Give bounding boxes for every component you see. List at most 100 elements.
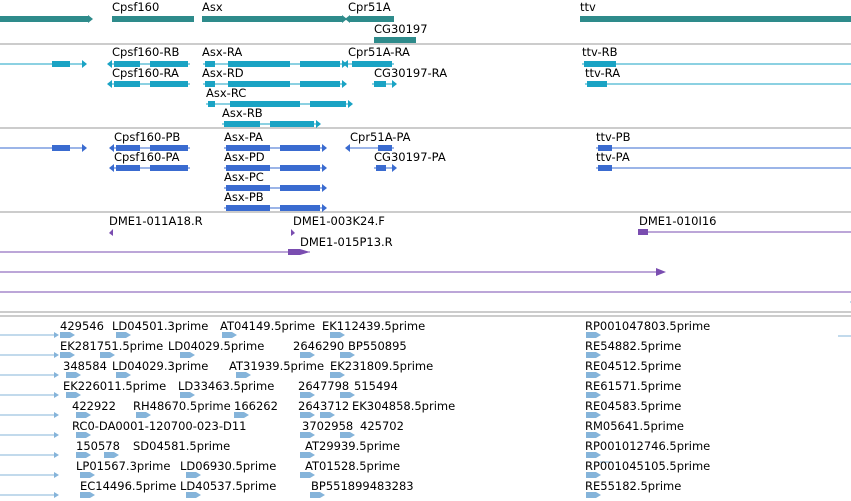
est-strand-arrow[interactable] — [76, 392, 81, 398]
transcript-cpr51a-ra-strand-arrow[interactable] — [343, 60, 348, 68]
est-label[interactable]: AT04149.5prime — [220, 319, 316, 333]
gene-label-cg30197[interactable]: CG30197 — [374, 22, 428, 36]
clone-label[interactable]: DME1-010I16 — [639, 214, 717, 228]
protein-cpsf160-pa-exon[interactable] — [116, 165, 140, 171]
est-block[interactable] — [340, 432, 350, 438]
est-label[interactable]: EK231809.5prime — [330, 359, 434, 373]
est-block[interactable] — [180, 352, 190, 358]
transcript-label[interactable]: Asx-RA — [202, 45, 243, 59]
est-label[interactable]: 429546 — [60, 319, 104, 333]
est-strand-arrow[interactable] — [310, 392, 315, 398]
est-strand-arrow[interactable] — [320, 492, 325, 498]
transcript-asx-rc-exon[interactable] — [230, 101, 300, 107]
gene-label-ttv[interactable]: ttv — [580, 0, 596, 14]
est-block[interactable] — [300, 412, 310, 418]
est-strand-arrow[interactable] — [70, 332, 75, 338]
gene-label-cpr51a[interactable]: Cpr51A — [348, 0, 391, 14]
transcript-cpsf160-rb-exon[interactable] — [114, 61, 140, 67]
est-label[interactable]: EK281751.5prime — [60, 339, 164, 353]
gene-bar[interactable] — [0, 16, 88, 22]
transcript-cpsf160-rb-strand-arrow[interactable] — [107, 60, 112, 68]
transcript-cpr51a-ra-exon[interactable] — [352, 61, 392, 67]
est-label[interactable]: RP001047803.5prime — [585, 319, 711, 333]
transcript-asx-rc-exon[interactable] — [310, 101, 346, 107]
est-strand-arrow[interactable] — [596, 372, 601, 378]
est-strand-arrow[interactable] — [596, 472, 601, 478]
gene-bar[interactable] — [112, 16, 194, 22]
transcript-asx-rd-exon[interactable] — [228, 81, 290, 87]
est-label[interactable]: RH48670.5prime — [133, 399, 231, 413]
est-block[interactable] — [586, 472, 596, 478]
est-strand-arrow[interactable] — [110, 352, 115, 358]
transcript-asx-rc-exon[interactable] — [208, 101, 215, 107]
transcript-ttv-rb-exon[interactable] — [584, 61, 616, 67]
clone-end-block[interactable] — [288, 249, 300, 255]
transcript-label[interactable]: Asx-RD — [202, 66, 244, 80]
est-label[interactable]: RE54882.5prime — [585, 339, 682, 353]
transcript-label[interactable]: ttv-RB — [582, 45, 618, 59]
est-label[interactable]: RP001012746.5prime — [585, 439, 711, 453]
transcript-left-strand-arrow[interactable] — [82, 60, 87, 68]
est-strand-arrow[interactable] — [310, 352, 315, 358]
protein-label[interactable]: Asx-PB — [224, 190, 264, 204]
est-label[interactable]: 166262 — [234, 399, 278, 413]
gene-bar[interactable] — [350, 16, 394, 22]
est-label[interactable]: SD04581.5prime — [133, 439, 231, 453]
protein-cpsf160-pb-strand-arrow[interactable] — [109, 144, 114, 152]
transcript-asx-ra-exon[interactable] — [228, 61, 290, 67]
protein-asx-pc-strand-arrow[interactable] — [322, 184, 327, 192]
est-block[interactable] — [300, 352, 310, 358]
est-block[interactable] — [80, 472, 90, 478]
transcript-label[interactable]: Cpsf160-RA — [112, 66, 179, 80]
clone-end-block[interactable] — [638, 229, 648, 235]
transcript-asx-ra-exon[interactable] — [205, 61, 215, 67]
transcript-left-exon[interactable] — [52, 61, 70, 67]
est-label[interactable]: AT01528.5prime — [305, 459, 401, 473]
transcript-cpsf160-rb-exon[interactable] — [150, 61, 188, 67]
transcript-cpsf160-ra-strand-arrow[interactable] — [107, 80, 112, 88]
transcript-asx-rb-exon[interactable] — [270, 121, 314, 127]
est-label[interactable]: LD40537.5prime — [180, 479, 277, 493]
est-block[interactable] — [586, 492, 596, 498]
protein-asx-pc-exon[interactable] — [280, 185, 320, 191]
est-label[interactable]: EK226011.5prime — [63, 379, 167, 393]
est-label[interactable]: LP01567.3prime — [76, 459, 171, 473]
est-block[interactable] — [586, 352, 596, 358]
est-strand-arrow[interactable] — [310, 452, 315, 458]
est-strand-arrow[interactable] — [596, 432, 601, 438]
protein-asx-pd-exon[interactable] — [226, 165, 270, 171]
est-label[interactable]: 348584 — [63, 359, 107, 373]
est-strand-arrow[interactable] — [54, 332, 59, 338]
est-block[interactable] — [60, 332, 70, 338]
est-label[interactable]: RC0-DA0001-120700-023-D11 — [72, 419, 247, 433]
est-block[interactable] — [586, 412, 596, 418]
est-strand-arrow[interactable] — [340, 332, 345, 338]
est-block[interactable] — [340, 392, 350, 398]
est-strand-arrow[interactable] — [54, 372, 59, 378]
protein-label[interactable]: Cpsf160-PB — [114, 130, 181, 144]
transcript-cg30197-ra-strand-arrow[interactable] — [392, 80, 397, 88]
est-strand-arrow[interactable] — [90, 472, 95, 478]
est-label[interactable]: LD06930.5prime — [180, 459, 277, 473]
est-strand-arrow[interactable] — [196, 472, 201, 478]
est-block[interactable] — [80, 492, 90, 498]
est-label[interactable]: 2646290 — [293, 339, 345, 353]
transcript-label[interactable]: ttv-RA — [585, 66, 621, 80]
est-strand-arrow[interactable] — [350, 432, 355, 438]
transcript-label[interactable]: Cpr51A-RA — [348, 45, 410, 59]
est-block[interactable] — [300, 452, 310, 458]
est-block[interactable] — [586, 432, 596, 438]
est-label[interactable]: 2647798 — [298, 379, 350, 393]
est-strand-arrow[interactable] — [350, 352, 355, 358]
est-strand-arrow[interactable] — [244, 412, 249, 418]
est-strand-arrow[interactable] — [232, 332, 237, 338]
clone-end-marker[interactable] — [109, 229, 113, 236]
protein-cpr51a-pa-exon[interactable] — [378, 145, 392, 151]
protein-left-exon[interactable] — [52, 145, 70, 151]
est-label[interactable]: RE04512.5prime — [585, 359, 682, 373]
protein-asx-pd-exon[interactable] — [280, 165, 320, 171]
est-block[interactable] — [586, 372, 596, 378]
protein-ttv-pb-exon[interactable] — [598, 145, 612, 151]
est-strand-arrow[interactable] — [596, 492, 601, 498]
est-label[interactable]: RP001045105.5prime — [585, 459, 711, 473]
